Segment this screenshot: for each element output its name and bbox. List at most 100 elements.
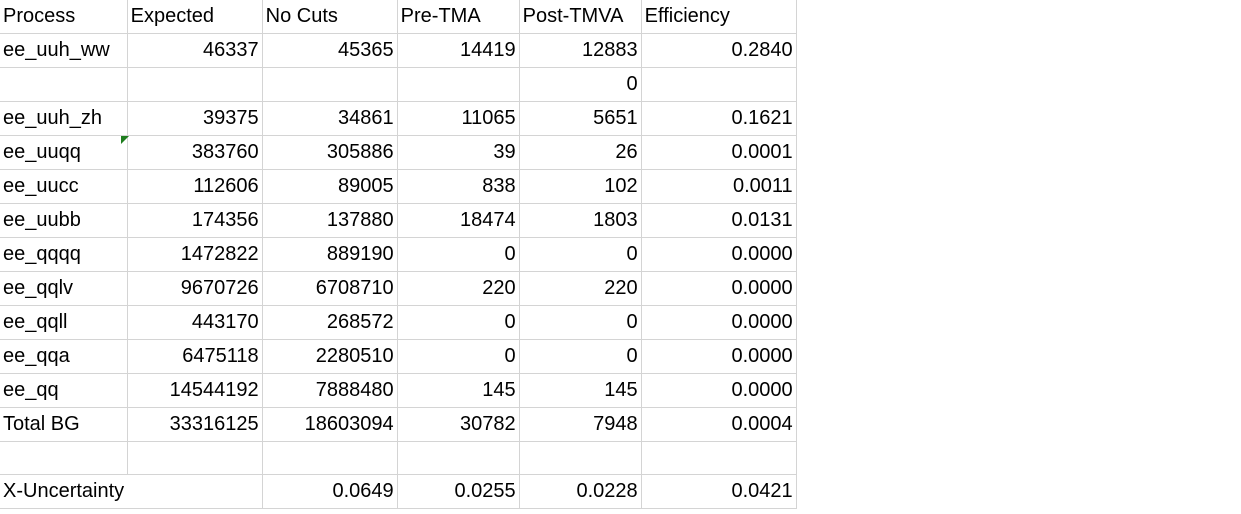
cell-no-cuts[interactable]: 0.0649 xyxy=(262,474,398,509)
header-cell-efficiency[interactable]: Efficiency xyxy=(641,0,797,34)
cell-efficiency[interactable]: 0.0004 xyxy=(641,407,797,442)
cell-expected[interactable]: 112606 xyxy=(127,169,263,204)
cell-expected[interactable]: 174356 xyxy=(127,203,263,238)
cell-pre-tma[interactable]: 220 xyxy=(397,271,520,306)
cell-expected[interactable]: 6475118 xyxy=(127,339,263,374)
cell-expected[interactable] xyxy=(127,474,263,509)
cell-post-tmva[interactable]: 0 xyxy=(519,237,642,272)
cell-efficiency[interactable]: 0.0000 xyxy=(641,373,797,408)
uncertainty-row: X-Uncertainty 0.0649 0.0255 0.0228 0.0421 xyxy=(0,474,797,509)
cell-pre-tma[interactable]: 14419 xyxy=(397,33,520,68)
cell-efficiency[interactable]: 0.0001 xyxy=(641,135,797,170)
cell-expected[interactable]: 46337 xyxy=(127,33,263,68)
cell-no-cuts[interactable]: 889190 xyxy=(262,237,398,272)
cell-process[interactable] xyxy=(0,67,128,102)
cell-post-tmva[interactable]: 0.0228 xyxy=(519,474,642,509)
cell-expected[interactable]: 9670726 xyxy=(127,271,263,306)
cell-no-cuts[interactable] xyxy=(262,441,398,475)
table-row: ee_qqa 6475118 2280510 0 0 0.0000 xyxy=(0,339,797,374)
cell-expected[interactable]: 39375 xyxy=(127,101,263,136)
cell-process[interactable]: Total BG xyxy=(0,407,128,442)
cell-process[interactable]: ee_qqa xyxy=(0,339,128,374)
cell-post-tmva[interactable]: 5651 xyxy=(519,101,642,136)
cell-process[interactable]: ee_uuqq xyxy=(0,135,128,170)
cell-efficiency[interactable]: 0.2840 xyxy=(641,33,797,68)
cell-no-cuts[interactable]: 89005 xyxy=(262,169,398,204)
cell-post-tmva[interactable]: 26 xyxy=(519,135,642,170)
cell-process[interactable]: ee_uubb xyxy=(0,203,128,238)
cell-post-tmva[interactable]: 0 xyxy=(519,67,642,102)
cell-no-cuts[interactable]: 305886 xyxy=(262,135,398,170)
cell-no-cuts[interactable]: 34861 xyxy=(262,101,398,136)
cell-no-cuts[interactable]: 2280510 xyxy=(262,339,398,374)
cell-efficiency[interactable]: 0.0000 xyxy=(641,271,797,306)
cell-post-tmva[interactable]: 1803 xyxy=(519,203,642,238)
cell-pre-tma[interactable]: 838 xyxy=(397,169,520,204)
table-row: ee_uucc 112606 89005 838 102 0.0011 xyxy=(0,169,797,204)
cell-expected[interactable]: 14544192 xyxy=(127,373,263,408)
cell-expected[interactable]: 1472822 xyxy=(127,237,263,272)
cell-expected[interactable] xyxy=(127,67,263,102)
cell-process[interactable]: ee_qq xyxy=(0,373,128,408)
header-cell-pre-tma[interactable]: Pre-TMA xyxy=(397,0,520,34)
cell-efficiency[interactable]: 0.0421 xyxy=(641,474,797,509)
cell-efficiency[interactable]: 0.1621 xyxy=(641,101,797,136)
cell-post-tmva[interactable]: 12883 xyxy=(519,33,642,68)
table-row: ee_qqll 443170 268572 0 0 0.0000 xyxy=(0,305,797,340)
cell-post-tmva[interactable]: 0 xyxy=(519,305,642,340)
cell-post-tmva[interactable]: 0 xyxy=(519,339,642,374)
cell-process[interactable]: ee_uuh_zh xyxy=(0,101,128,136)
cell-efficiency[interactable]: 0.0011 xyxy=(641,169,797,204)
header-cell-process[interactable]: Process xyxy=(0,0,128,34)
cell-post-tmva[interactable]: 7948 xyxy=(519,407,642,442)
cell-no-cuts[interactable]: 6708710 xyxy=(262,271,398,306)
cell-expected[interactable]: 383760 xyxy=(127,135,263,170)
cell-no-cuts[interactable]: 45365 xyxy=(262,33,398,68)
cell-post-tmva[interactable]: 145 xyxy=(519,373,642,408)
cell-efficiency[interactable] xyxy=(641,441,797,475)
cell-process[interactable]: ee_uucc xyxy=(0,169,128,204)
cell-efficiency[interactable] xyxy=(641,67,797,102)
cell-pre-tma[interactable] xyxy=(397,441,520,475)
cell-expected[interactable] xyxy=(127,441,263,475)
cell-process[interactable]: X-Uncertainty xyxy=(0,474,128,509)
header-cell-expected[interactable]: Expected xyxy=(127,0,263,34)
cell-post-tmva[interactable] xyxy=(519,441,642,475)
cell-pre-tma[interactable]: 145 xyxy=(397,373,520,408)
header-cell-post-tmva[interactable]: Post-TMVA xyxy=(519,0,642,34)
cell-process[interactable]: ee_qqll xyxy=(0,305,128,340)
cell-no-cuts[interactable]: 18603094 xyxy=(262,407,398,442)
table-row: ee_uuqq 383760 305886 39 26 0.0001 xyxy=(0,135,797,170)
cell-pre-tma[interactable] xyxy=(397,67,520,102)
cell-post-tmva[interactable]: 102 xyxy=(519,169,642,204)
cell-no-cuts[interactable]: 268572 xyxy=(262,305,398,340)
cell-pre-tma[interactable]: 0.0255 xyxy=(397,474,520,509)
table-row: ee_uubb 174356 137880 18474 1803 0.0131 xyxy=(0,203,797,238)
header-cell-no-cuts[interactable]: No Cuts xyxy=(262,0,398,34)
cell-pre-tma[interactable]: 18474 xyxy=(397,203,520,238)
cell-process[interactable]: ee_uuh_ww xyxy=(0,33,128,68)
table-row: ee_uuh_zh 39375 34861 11065 5651 0.1621 xyxy=(0,101,797,136)
cell-pre-tma[interactable]: 39 xyxy=(397,135,520,170)
cell-efficiency[interactable]: 0.0000 xyxy=(641,237,797,272)
table-row: ee_qq 14544192 7888480 145 145 0.0000 xyxy=(0,373,797,408)
cell-pre-tma[interactable]: 30782 xyxy=(397,407,520,442)
cell-efficiency[interactable]: 0.0131 xyxy=(641,203,797,238)
cell-pre-tma[interactable]: 0 xyxy=(397,339,520,374)
cell-no-cuts[interactable] xyxy=(262,67,398,102)
cell-post-tmva[interactable]: 220 xyxy=(519,271,642,306)
cell-pre-tma[interactable]: 11065 xyxy=(397,101,520,136)
cell-pre-tma[interactable]: 0 xyxy=(397,305,520,340)
cell-process[interactable] xyxy=(0,441,128,475)
cell-efficiency[interactable]: 0.0000 xyxy=(641,305,797,340)
cell-no-cuts[interactable]: 7888480 xyxy=(262,373,398,408)
cell-process[interactable]: ee_qqqq xyxy=(0,237,128,272)
cell-expected[interactable]: 33316125 xyxy=(127,407,263,442)
cell-process[interactable]: ee_qqlv xyxy=(0,271,128,306)
cell-efficiency[interactable]: 0.0000 xyxy=(641,339,797,374)
cell-no-cuts[interactable]: 137880 xyxy=(262,203,398,238)
table-row: ee_qqlv 9670726 6708710 220 220 0.0000 xyxy=(0,271,797,306)
table-row: ee_uuh_ww 46337 45365 14419 12883 0.2840 xyxy=(0,33,797,68)
cell-pre-tma[interactable]: 0 xyxy=(397,237,520,272)
cell-expected[interactable]: 443170 xyxy=(127,305,263,340)
